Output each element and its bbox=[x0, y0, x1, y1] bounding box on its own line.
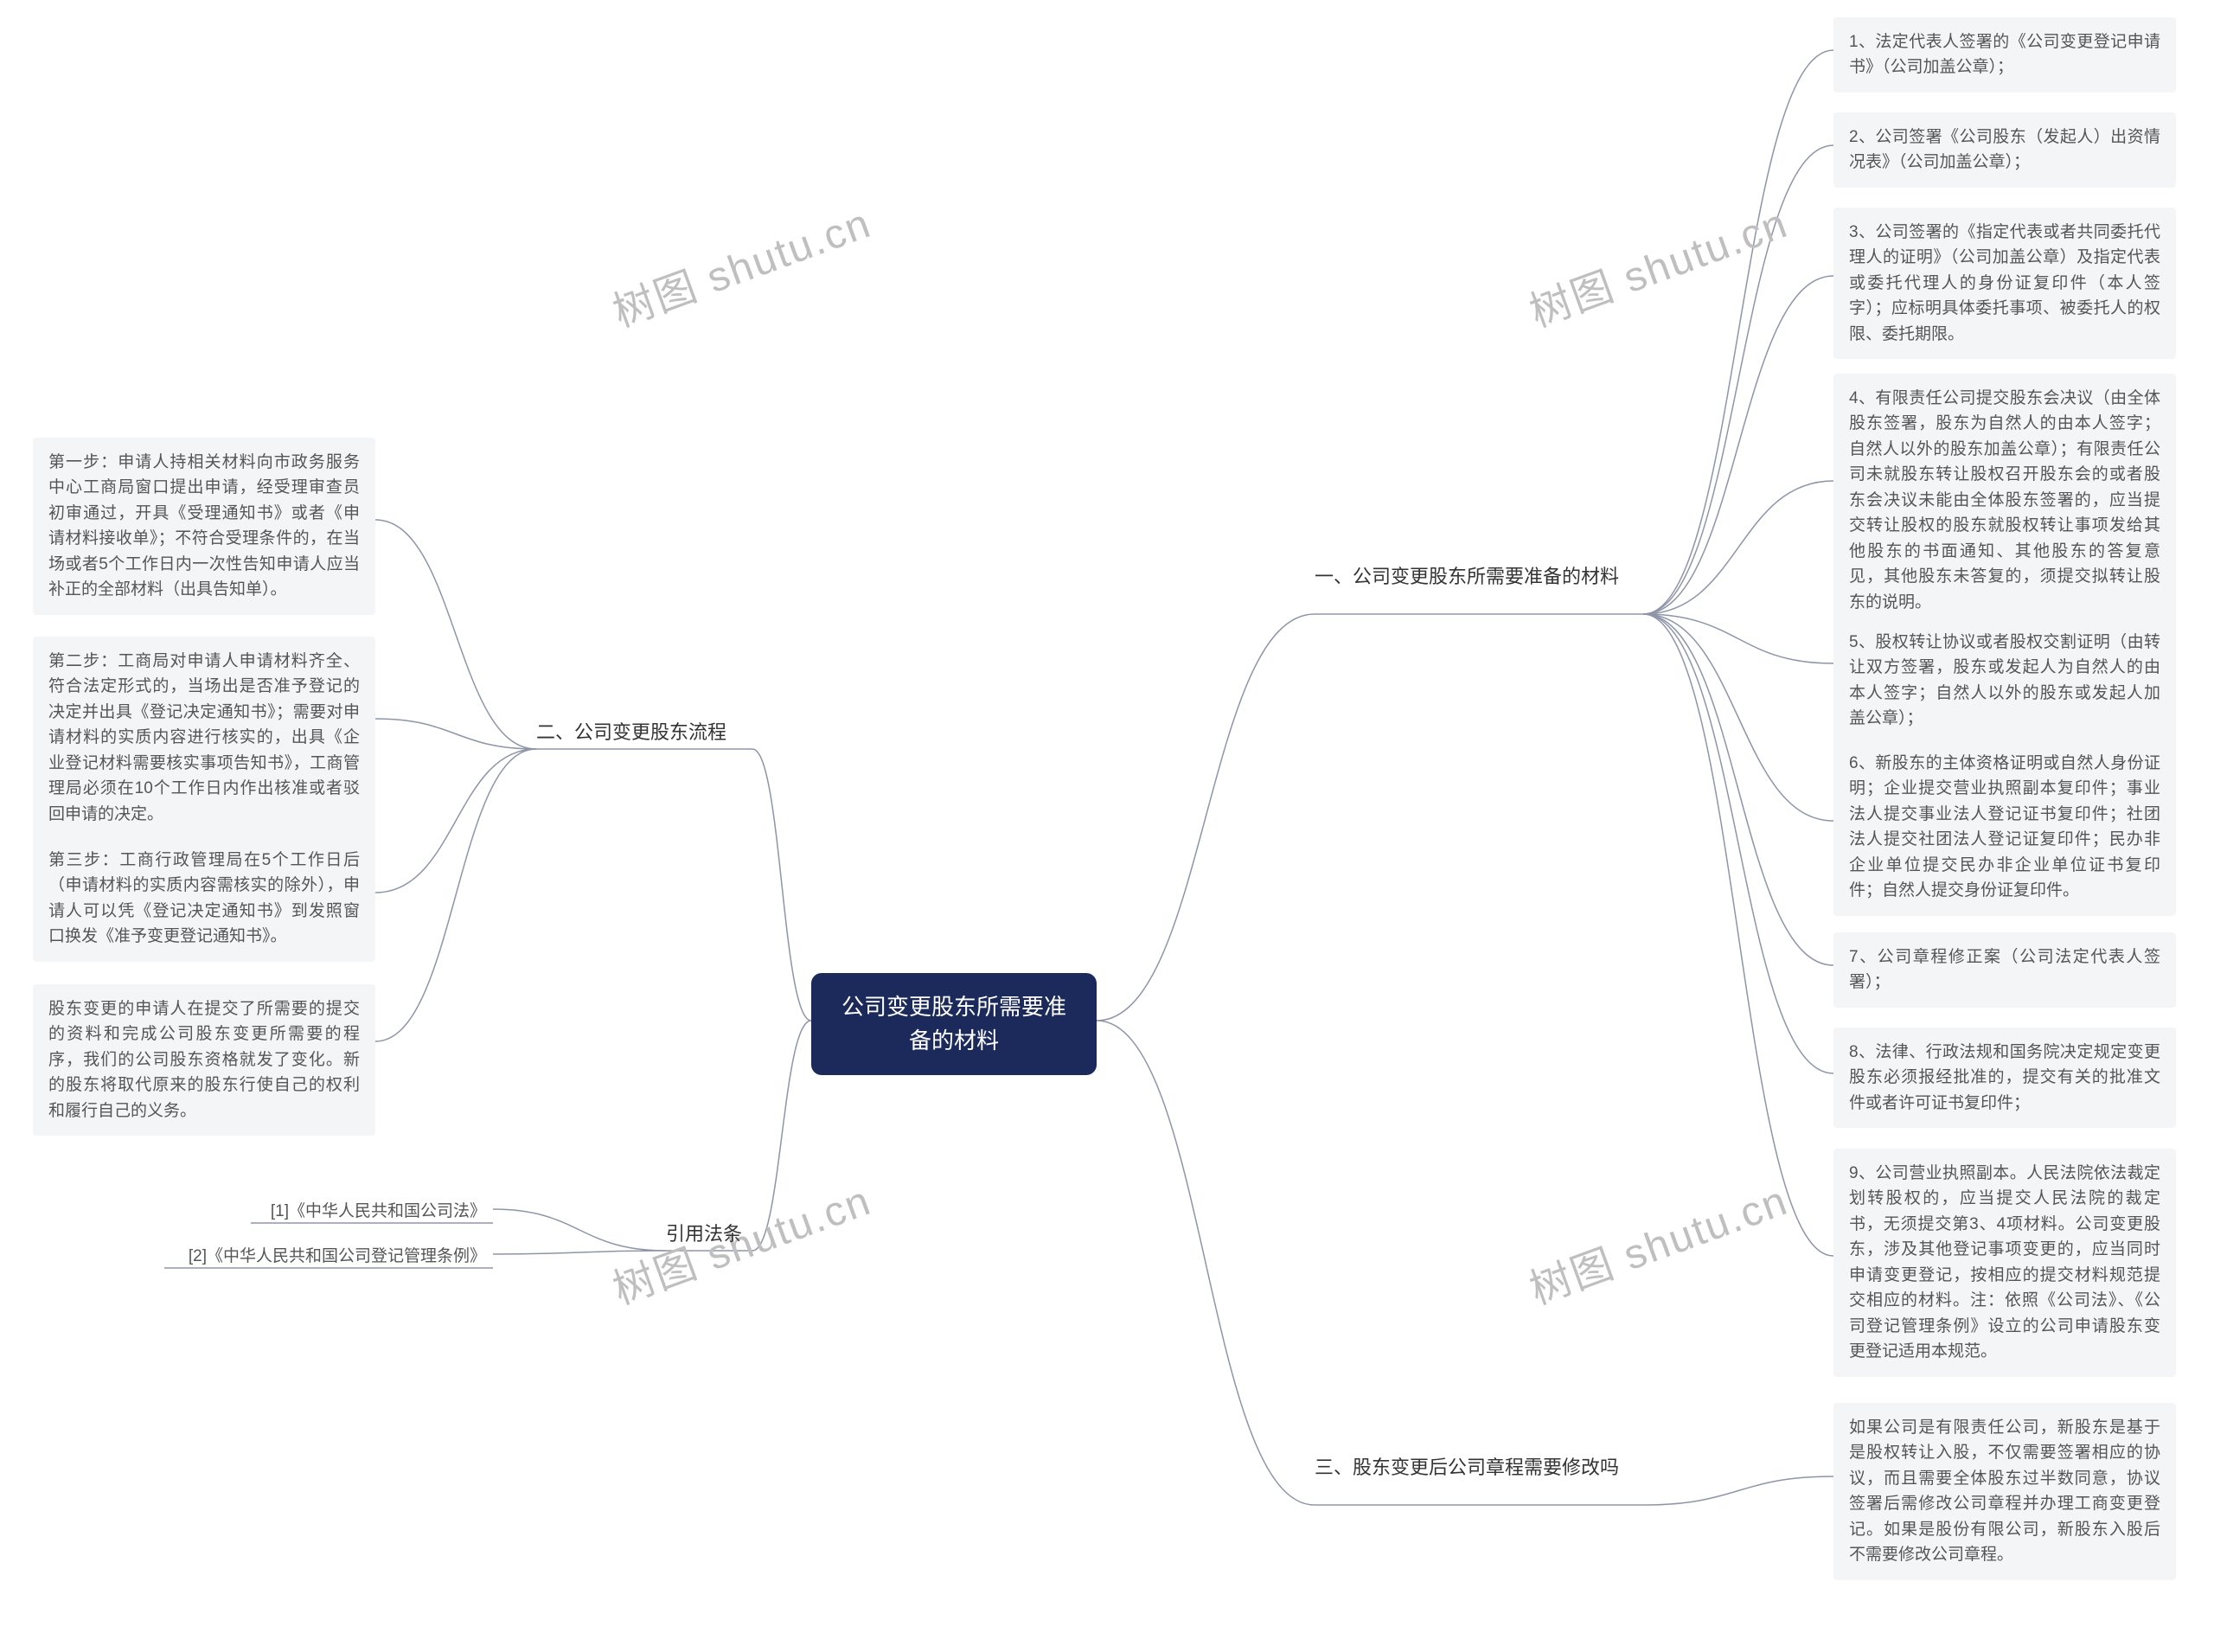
leaf-b1-8: 9、公司营业执照副本。人民法院依法裁定划转股权的，应当提交人民法院的裁定书，无须… bbox=[1833, 1149, 2176, 1377]
leaf-b4-0: [1]《中华人民共和国公司法》 bbox=[251, 1195, 493, 1227]
leaf-b1-5: 6、新股东的主体资格证明或自然人身份证明；企业提交营业执照副本复印件；事业法人提… bbox=[1833, 739, 2176, 916]
leaf-b2-1: 第二步：工商局对申请人申请材料齐全、符合法定形式的，当场出是否准予登记的决定并出… bbox=[33, 637, 375, 839]
branch-materials: 一、公司变更股东所需要准备的材料 bbox=[1315, 562, 1643, 591]
branch-articles: 三、股东变更后公司章程需要修改吗 bbox=[1315, 1453, 1643, 1482]
watermark-2: 树图 shutu.cn bbox=[1520, 189, 1795, 339]
watermark-1: 树图 shutu.cn bbox=[603, 189, 878, 339]
leaf-b1-6: 7、公司章程修正案（公司法定代表人签署）； bbox=[1833, 932, 2176, 1008]
leaf-b2-2: 第三步：工商行政管理局在5个工作日后（申请材料的实质内容需核实的除外），申请人可… bbox=[33, 836, 375, 962]
leaf-b2-0: 第一步：申请人持相关材料向市政务服务中心工商局窗口提出申请，经受理审查员初审通过… bbox=[33, 438, 375, 615]
root-node: 公司变更股东所需要准备的材料 bbox=[811, 973, 1097, 1075]
branch-process: 二、公司变更股东流程 bbox=[536, 718, 752, 746]
leaf-b1-7: 8、法律、行政法规和国务院决定规定变更股东必须报经批准的，提交有关的批准文件或者… bbox=[1833, 1028, 2176, 1128]
leaf-b4-1: [2]《中华人民共和国公司登记管理条例》 bbox=[164, 1240, 493, 1272]
branch-references: 引用法条 bbox=[666, 1220, 752, 1248]
leaf-b2-3: 股东变更的申请人在提交了所需要的提交的资料和完成公司股东变更所需要的程序，我们的… bbox=[33, 984, 375, 1136]
leaf-b1-4: 5、股权转让协议或者股权交割证明（由转让双方签署，股东或发起人为自然人的由本人签… bbox=[1833, 618, 2176, 744]
watermark-4: 树图 shutu.cn bbox=[1520, 1167, 1795, 1316]
leaf-b1-2: 3、公司签署的《指定代表或者共同委托代理人的证明》（公司加盖公章）及指定代表或委… bbox=[1833, 208, 2176, 359]
leaf-b1-3: 4、有限责任公司提交股东会决议（由全体股东签署，股东为自然人的由本人签字；自然人… bbox=[1833, 374, 2176, 627]
leaf-b1-0: 1、法定代表人签署的《公司变更登记申请书》（公司加盖公章）； bbox=[1833, 17, 2176, 93]
leaf-b3-0: 如果公司是有限责任公司，新股东是基于是股权转让入股，不仅需要签署相应的协议，而且… bbox=[1833, 1403, 2176, 1580]
leaf-b1-1: 2、公司签署《公司股东（发起人）出资情况表》（公司加盖公章）； bbox=[1833, 112, 2176, 188]
